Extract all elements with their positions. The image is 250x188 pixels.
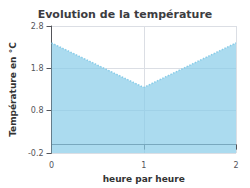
svg-text:0.8: 0.8 — [31, 106, 44, 115]
svg-text:Température en °C: Température en °C — [8, 42, 18, 137]
svg-text:1: 1 — [141, 161, 146, 170]
svg-text:-0.2: -0.2 — [28, 149, 44, 158]
svg-text:Evolution de la température: Evolution de la température — [38, 8, 213, 21]
svg-text:1.8: 1.8 — [31, 64, 44, 73]
svg-text:heure par heure: heure par heure — [103, 174, 185, 184]
svg-text:0: 0 — [49, 161, 54, 170]
svg-text:2.8: 2.8 — [31, 22, 44, 31]
svg-text:2: 2 — [233, 161, 238, 170]
